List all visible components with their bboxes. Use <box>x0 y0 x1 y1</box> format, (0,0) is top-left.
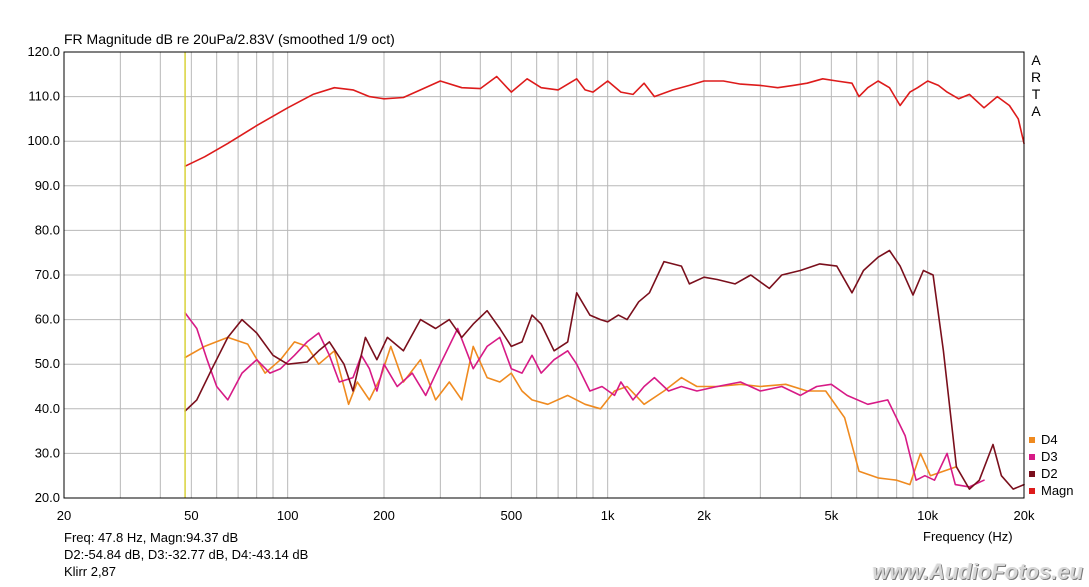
legend-swatch <box>1029 453 1035 460</box>
readout-klirr: Klirr 2,87 <box>64 564 117 579</box>
y-tick-label: 20.0 <box>35 490 60 505</box>
y-tick-label: 70.0 <box>35 267 60 282</box>
y-tick-label: 60.0 <box>35 312 60 327</box>
y-tick-label: 80.0 <box>35 222 60 237</box>
legend-swatch <box>1029 436 1035 443</box>
x-tick-label: 200 <box>373 508 395 523</box>
x-tick-label: 10k <box>917 508 938 523</box>
series-line-d4 <box>184 336 958 486</box>
legend-label: Magn <box>1041 483 1074 498</box>
x-tick-label: 100 <box>277 508 299 523</box>
y-tick-label: 30.0 <box>35 445 60 460</box>
y-tick-label: 40.0 <box>35 401 60 416</box>
legend-item-d3: D3 <box>1029 448 1074 465</box>
legend-swatch <box>1029 487 1035 494</box>
readout-distortion: D2:-54.84 dB, D3:-32.77 dB, D4:-43.14 dB <box>64 547 309 562</box>
legend-label: D2 <box>1041 466 1058 481</box>
y-tick-label: 50.0 <box>35 356 60 371</box>
watermark-logo: www.AudioFotos.eu <box>872 559 1083 584</box>
y-tick-label: 100.0 <box>27 133 60 148</box>
x-tick-label: 20k <box>1014 508 1035 523</box>
legend-item-magn: Magn <box>1029 482 1074 499</box>
x-tick-label: 2k <box>697 508 711 523</box>
y-tick-label: 120.0 <box>27 44 60 59</box>
readout-freq-magn: Freq: 47.8 Hz, Magn:94.37 dB <box>64 530 239 545</box>
chart-legend: D4 D3 D2 Magn <box>1029 431 1074 499</box>
axis-layer: 20.0 30.0 40.0 50.0 60.0 70.0 80.0 90.0 100.0 110… <box>27 44 1035 523</box>
plot-frame <box>63 51 1025 499</box>
legend-swatch <box>1029 470 1035 477</box>
legend-item-d4: D4 <box>1029 431 1074 448</box>
legend-label: D4 <box>1041 432 1058 447</box>
x-axis-label: Frequency (Hz) <box>923 529 1013 544</box>
cursor-readout: Freq: 47.8 Hz, Magn:94.37 dB D2:-54.84 d… <box>64 529 308 580</box>
x-tick-label: 1k <box>601 508 615 523</box>
series-line-d2 <box>184 249 1025 490</box>
chart-title: FR Magnitude dB re 20uPa/2.83V (smoothed… <box>64 31 395 47</box>
grid-layer <box>64 51 1024 499</box>
legend-item-d2: D2 <box>1029 465 1074 482</box>
series-line-magn <box>184 75 1025 167</box>
legend-label: D3 <box>1041 449 1058 464</box>
arta-brand-label: ARTA <box>1030 52 1042 119</box>
y-tick-label: 90.0 <box>35 178 60 193</box>
x-tick-label: 5k <box>824 508 838 523</box>
y-tick-label: 110.0 <box>28 89 60 104</box>
x-tick-label: 500 <box>500 508 522 523</box>
series-layer <box>184 75 1025 490</box>
x-tick-label: 50 <box>184 508 198 523</box>
series-line-d3 <box>184 312 985 488</box>
x-tick-label: 20 <box>57 508 71 523</box>
